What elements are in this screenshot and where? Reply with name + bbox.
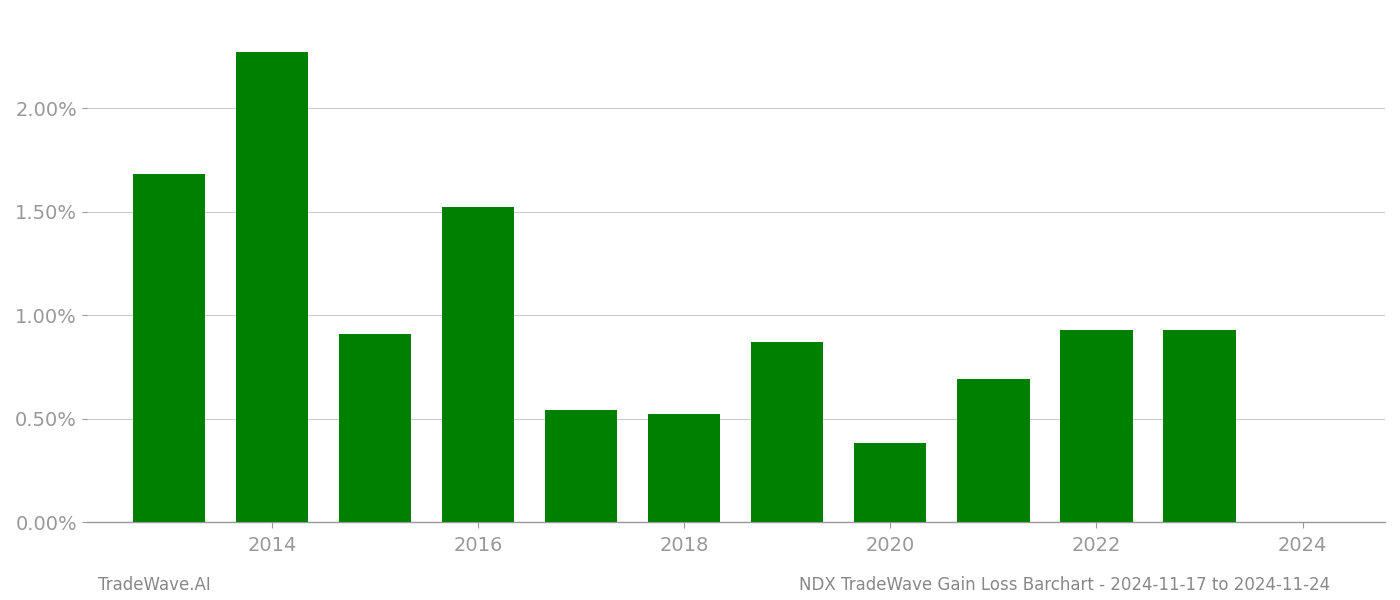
Bar — [442, 208, 514, 522]
Bar — [545, 410, 617, 522]
Bar — [339, 334, 412, 522]
Bar — [648, 415, 721, 522]
Text: TradeWave.AI: TradeWave.AI — [98, 576, 211, 594]
Bar — [1163, 329, 1236, 522]
Bar — [854, 443, 927, 522]
Bar — [752, 342, 823, 522]
Bar — [958, 379, 1029, 522]
Bar — [1060, 329, 1133, 522]
Text: NDX TradeWave Gain Loss Barchart - 2024-11-17 to 2024-11-24: NDX TradeWave Gain Loss Barchart - 2024-… — [799, 576, 1330, 594]
Bar — [237, 52, 308, 522]
Bar — [133, 175, 206, 522]
